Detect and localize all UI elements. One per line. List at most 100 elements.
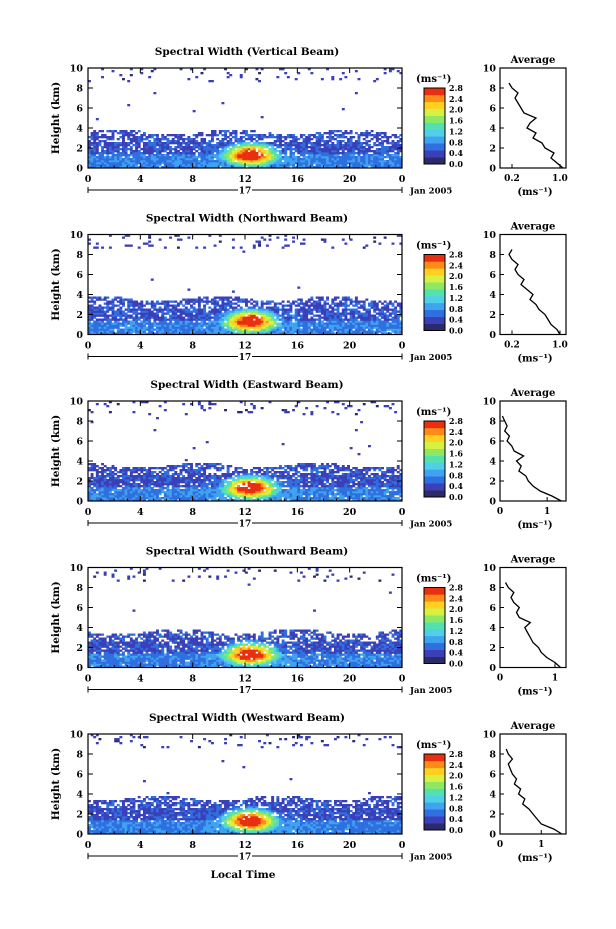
heatmap-cell [200, 330, 204, 333]
heatmap-cell [313, 491, 316, 494]
heatmap-cell [292, 144, 296, 147]
heatmap-cell [255, 487, 259, 490]
heatmap-cell [281, 332, 285, 335]
heatmap-cell [276, 497, 280, 500]
heatmap-cell [122, 481, 125, 484]
heatmap-cell [375, 162, 379, 165]
heatmap-cell [153, 483, 157, 486]
heatmap-cell [326, 156, 330, 159]
heatmap-cell [119, 312, 123, 315]
heatmap-cell [276, 162, 280, 165]
heatmap-cell [352, 300, 356, 303]
heatmap-cell [148, 320, 152, 323]
heatmap-cell [197, 164, 201, 167]
heatmap-cell [367, 326, 371, 329]
heatmap-cell [221, 487, 225, 490]
heatmap-cell [349, 136, 353, 139]
heatmap-cell [281, 495, 285, 498]
heatmap-cell [106, 499, 110, 502]
heatmap-cell [326, 312, 330, 315]
heatmap-cell [258, 491, 261, 494]
heatmap-cell [242, 310, 246, 313]
heatmap-cell [344, 495, 348, 498]
heatmap-cell [216, 485, 220, 488]
heatmap-cell [203, 160, 207, 163]
heatmap-cell [184, 166, 188, 169]
heatmap-cell [166, 481, 170, 484]
heatmap-cell [294, 308, 298, 311]
colorbar-tick-label: 2.4 [449, 94, 463, 104]
heatmap-cell [271, 314, 275, 317]
heatmap-cell [224, 164, 227, 167]
heatmap-cell [119, 130, 123, 133]
heatmap-cell [148, 302, 152, 305]
heatmap-cell [224, 150, 227, 153]
heatmap-cell [399, 144, 403, 147]
heatmap-cell [313, 150, 316, 153]
heatmap-cell [200, 326, 204, 329]
heatmap-cell [365, 136, 369, 139]
heatmap-cell [328, 304, 332, 307]
heatmap-cell [124, 298, 128, 301]
heatmap-cell [391, 491, 395, 494]
average-y-tick-label: 6 [489, 104, 496, 115]
heatmap-cell [399, 140, 403, 143]
heatmap-cell [250, 330, 254, 333]
heatmap-cell [284, 154, 288, 157]
heatmap-cell [245, 495, 248, 498]
heatmap-cell [135, 136, 139, 139]
heatmap-cell [231, 132, 235, 135]
heatmap-cell [129, 244, 133, 247]
heatmap-cell [328, 485, 332, 488]
heatmap-cell [192, 152, 196, 155]
heatmap-cell [373, 302, 377, 305]
heatmap-cell [349, 330, 353, 333]
heatmap-cell [231, 162, 235, 165]
heatmap-cell [148, 493, 152, 496]
heatmap-cell [111, 326, 115, 329]
heatmap-cell [95, 136, 99, 139]
heatmap-cell [250, 487, 254, 490]
heatmap-cell [336, 320, 340, 323]
heatmap-cell [331, 300, 335, 303]
heatmap-cell [163, 324, 167, 327]
heatmap-cell [344, 136, 348, 139]
heatmap-cell [263, 485, 267, 488]
heatmap-cell [360, 322, 364, 325]
heatmap-cell [294, 314, 298, 317]
heatmap-cell [284, 238, 288, 241]
heatmap-cell [132, 154, 136, 157]
heatmap-cell [200, 140, 204, 143]
heatmap-cell [195, 76, 199, 79]
heatmap-cell [349, 148, 353, 151]
heatmap-cell [200, 72, 204, 75]
heatmap-cell [349, 495, 353, 498]
heatmap-cell [373, 300, 377, 303]
heatmap-cell [174, 156, 178, 159]
heatmap-cell [265, 160, 269, 163]
heatmap-cell [184, 320, 188, 323]
heatmap-cell [234, 138, 238, 141]
heatmap-cell [333, 318, 337, 321]
heatmap-cell [344, 242, 348, 245]
heatmap-cell [252, 310, 256, 313]
heatmap-cell [279, 156, 282, 159]
heatmap-cell [302, 306, 306, 309]
heatmap-cell [208, 320, 212, 323]
heatmap-cell [328, 160, 332, 163]
heatmap-cell [247, 314, 251, 317]
heatmap-cell [226, 150, 230, 153]
heatmap-cell [137, 332, 141, 335]
heatmap-cell [190, 146, 193, 149]
day-label: 17 [239, 353, 252, 363]
heatmap-cell [88, 144, 91, 147]
heatmap-cell [247, 162, 251, 165]
heatmap-cell [360, 300, 364, 303]
heatmap-cell [323, 495, 327, 498]
heatmap-cell [326, 318, 330, 321]
heatmap-cell [129, 166, 133, 169]
heatmap-cell [137, 304, 141, 307]
heatmap-cell [323, 150, 327, 153]
heatmap-cell [388, 483, 392, 486]
heatmap-cell [339, 320, 343, 323]
